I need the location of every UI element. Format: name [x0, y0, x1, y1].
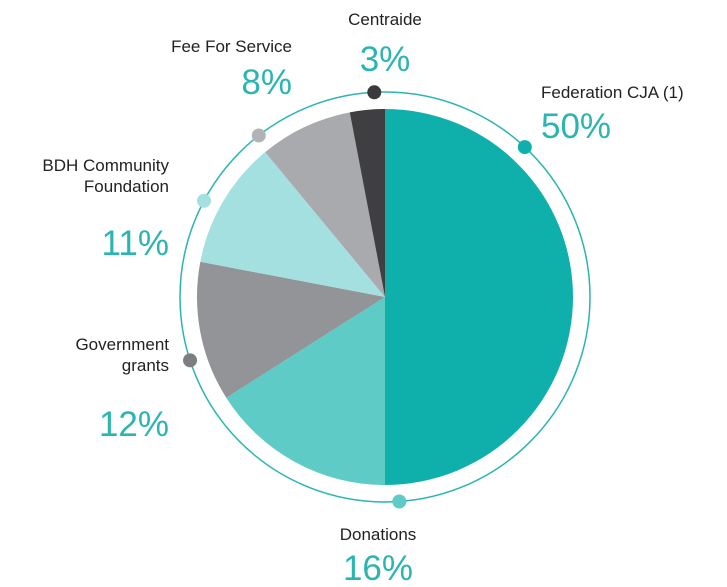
slice-marker-dot-1	[392, 494, 407, 509]
slice-marker-dot-4	[251, 128, 266, 143]
pie-slice-5	[349, 109, 385, 297]
slice-percent-3: 11%	[102, 224, 169, 263]
slice-label-1: Donations	[340, 525, 417, 544]
slice-percent-1: 16%	[343, 549, 413, 587]
pie-slice-0	[385, 109, 573, 485]
slice-label-0: Federation CJA (1)	[541, 83, 684, 102]
slice-label-3: BDH Community Foundation	[42, 156, 169, 196]
slice-marker-dot-5	[367, 85, 382, 100]
slice-marker-dot-2	[183, 353, 198, 368]
slice-percent-5: 3%	[360, 40, 411, 79]
slice-percent-2: 12%	[99, 405, 169, 444]
pie-outer-ring	[179, 91, 591, 503]
slice-label-4: Fee For Service	[171, 37, 292, 56]
pie-slice-1	[226, 297, 385, 485]
slice-marker-dot-3	[196, 193, 211, 208]
slice-label-5: Centraide	[348, 10, 422, 29]
slice-marker-dot-0	[517, 140, 532, 155]
pie-slice-2	[196, 261, 385, 398]
slice-label-2: Government grants	[75, 335, 169, 375]
slice-percent-0: 50%	[541, 107, 611, 146]
pie-slice-4	[265, 112, 385, 298]
pie-slice-3	[200, 152, 385, 297]
slice-percent-4: 8%	[241, 63, 292, 102]
